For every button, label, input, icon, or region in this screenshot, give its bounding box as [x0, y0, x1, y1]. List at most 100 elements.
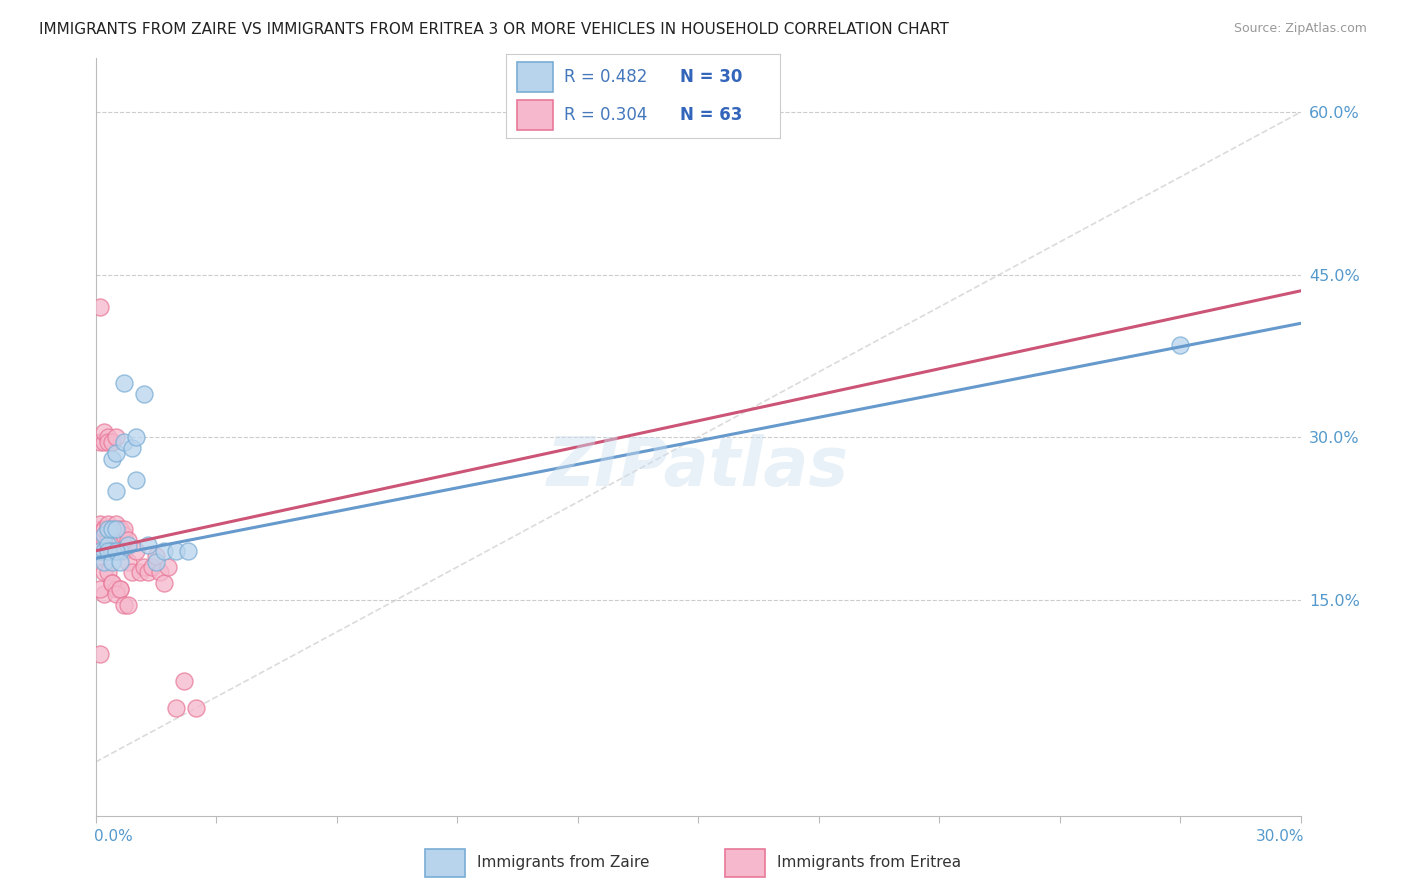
Point	[97, 435, 120, 450]
Point	[117, 598, 139, 612]
Point	[108, 582, 131, 596]
Point	[100, 555, 122, 569]
Point	[100, 576, 122, 591]
Point	[125, 543, 148, 558]
Point	[112, 376, 135, 390]
Point	[104, 446, 127, 460]
Text: N = 63: N = 63	[681, 106, 742, 124]
Point	[97, 543, 120, 558]
Point	[173, 673, 195, 688]
Point	[100, 576, 122, 591]
Point	[97, 430, 120, 444]
Point	[177, 543, 200, 558]
Point	[104, 582, 127, 596]
Point	[89, 300, 111, 314]
Text: 30.0%: 30.0%	[1257, 830, 1305, 844]
Point	[89, 538, 111, 552]
Point	[93, 555, 115, 569]
Point	[104, 522, 127, 536]
Point	[104, 543, 127, 558]
Point	[89, 543, 111, 558]
Point	[112, 543, 135, 558]
Point	[145, 549, 167, 564]
Point	[89, 582, 111, 596]
Point	[136, 538, 159, 552]
Text: N = 30: N = 30	[681, 68, 742, 86]
FancyBboxPatch shape	[517, 62, 553, 92]
Point	[165, 701, 187, 715]
Point	[93, 533, 115, 547]
Point	[132, 560, 155, 574]
Point	[165, 543, 187, 558]
Point	[125, 474, 148, 488]
Point	[93, 522, 115, 536]
Point	[89, 522, 111, 536]
Point	[104, 430, 127, 444]
Text: Source: ZipAtlas.com: Source: ZipAtlas.com	[1233, 22, 1367, 36]
Point	[141, 560, 163, 574]
Point	[112, 598, 135, 612]
Point	[117, 538, 139, 552]
Point	[93, 435, 115, 450]
Point	[145, 555, 167, 569]
Text: Immigrants from Eritrea: Immigrants from Eritrea	[778, 855, 962, 870]
Point	[97, 566, 120, 580]
FancyBboxPatch shape	[425, 848, 465, 877]
Point	[184, 701, 207, 715]
Point	[89, 647, 111, 661]
Point	[100, 543, 122, 558]
Point	[93, 566, 115, 580]
Text: 0.0%: 0.0%	[94, 830, 134, 844]
Text: IMMIGRANTS FROM ZAIRE VS IMMIGRANTS FROM ERITREA 3 OR MORE VEHICLES IN HOUSEHOLD: IMMIGRANTS FROM ZAIRE VS IMMIGRANTS FROM…	[39, 22, 949, 37]
Point	[112, 435, 135, 450]
Point	[104, 484, 127, 499]
Point	[97, 543, 120, 558]
Point	[117, 555, 139, 569]
FancyBboxPatch shape	[517, 100, 553, 130]
Text: ZIPatlas: ZIPatlas	[547, 434, 849, 500]
Point	[112, 527, 135, 541]
Point	[89, 435, 111, 450]
Text: R = 0.304: R = 0.304	[564, 106, 647, 124]
Point	[97, 522, 120, 536]
Point	[153, 543, 176, 558]
Point	[93, 587, 115, 601]
Point	[97, 516, 120, 531]
Text: R = 0.482: R = 0.482	[564, 68, 647, 86]
Point	[117, 533, 139, 547]
FancyBboxPatch shape	[724, 848, 765, 877]
Point	[100, 435, 122, 450]
Text: Immigrants from Zaire: Immigrants from Zaire	[477, 855, 650, 870]
Point	[149, 566, 172, 580]
Point	[121, 566, 143, 580]
Point	[108, 555, 131, 569]
Point	[108, 533, 131, 547]
Point	[125, 430, 148, 444]
Point	[100, 451, 122, 466]
Point	[108, 522, 131, 536]
Point	[132, 386, 155, 401]
Point	[89, 516, 111, 531]
Point	[108, 543, 131, 558]
Point	[100, 435, 122, 450]
Point	[89, 527, 111, 541]
Point	[93, 425, 115, 439]
Point	[97, 533, 120, 547]
Point	[100, 533, 122, 547]
Point	[153, 576, 176, 591]
Point	[104, 587, 127, 601]
Point	[93, 543, 115, 558]
Point	[108, 582, 131, 596]
Point	[128, 566, 150, 580]
Point	[97, 538, 120, 552]
Point	[97, 522, 120, 536]
Point	[104, 543, 127, 558]
Point	[104, 516, 127, 531]
Point	[93, 522, 115, 536]
Point	[104, 522, 127, 536]
Point	[100, 522, 122, 536]
Point	[89, 549, 111, 564]
Point	[156, 560, 179, 574]
Point	[136, 566, 159, 580]
Point	[93, 543, 115, 558]
